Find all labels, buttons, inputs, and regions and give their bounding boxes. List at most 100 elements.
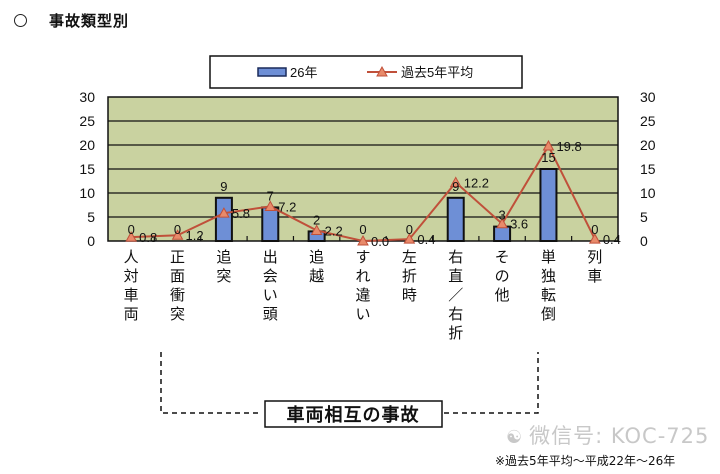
- bar-value-label: 15: [541, 150, 555, 165]
- x-category-label: 直: [448, 267, 463, 285]
- y-tick-left: 10: [79, 185, 95, 201]
- y-tick-right: 30: [640, 89, 656, 105]
- line-value-label: 5.8: [232, 206, 250, 221]
- legend-bar-label: 26年: [290, 65, 317, 80]
- triangle-marker-icon: [264, 200, 277, 211]
- bar-value-label: 9: [452, 179, 459, 194]
- watermark: ☯ 微信号: KOC-725: [506, 424, 710, 448]
- line-value-label: 12.2: [464, 175, 489, 190]
- chart-title-text: 事故類型別: [49, 12, 130, 30]
- x-category-label: い: [263, 286, 278, 304]
- x-category-label: 違: [355, 286, 370, 304]
- x-category-label: の: [495, 267, 510, 285]
- line-value-label: 3.6: [510, 217, 528, 232]
- line-value-label: 0.8: [139, 230, 157, 245]
- x-category-label: 突: [170, 305, 185, 323]
- triangle-marker-icon: [403, 233, 416, 244]
- legend-bar-swatch: [257, 67, 287, 77]
- bar: [493, 225, 512, 243]
- bar-value-label: 0: [128, 222, 135, 237]
- triangle-marker-icon: [218, 207, 230, 218]
- x-category-label: 両: [124, 305, 139, 323]
- bar: [539, 168, 558, 242]
- line-series-5yr-avg: [125, 139, 601, 246]
- x-category-label: れ: [355, 267, 370, 285]
- triangle-marker-icon: [171, 229, 184, 240]
- x-category-label: 倒: [541, 305, 556, 323]
- line-value-label: 1.2: [186, 228, 204, 243]
- bar-value-label: 0: [591, 222, 598, 237]
- x-category-label: い: [355, 305, 370, 323]
- x-category-label: 独: [541, 267, 556, 285]
- legend: 26年 過去5年平均: [209, 55, 523, 89]
- x-category-label: 越: [309, 267, 324, 285]
- x-category-label: 車: [587, 267, 602, 285]
- bar-value-label: 3: [498, 208, 505, 223]
- y-axis-right: 0 5 10 15 20 25 30: [640, 89, 656, 249]
- y-tick-right: 15: [640, 161, 656, 177]
- footnote: ※過去5年平均～平成22年～26年: [495, 454, 676, 468]
- triangle-marker-icon: [125, 231, 138, 242]
- x-category-label: 会: [263, 267, 278, 285]
- x-category-label: 左: [402, 248, 417, 266]
- bar: [446, 196, 465, 243]
- legend-line-label: 過去5年平均: [401, 65, 473, 80]
- x-category-label: 衝: [170, 286, 185, 304]
- x-category-label: 時: [402, 286, 417, 304]
- line-value-label: 0.0: [371, 234, 389, 249]
- y-tick-left: 15: [79, 161, 95, 177]
- y-tick-left: 5: [87, 209, 95, 225]
- x-category-label: 転: [541, 286, 556, 304]
- legend-triangle-marker-icon: [376, 65, 388, 77]
- y-tick-left: 25: [79, 113, 95, 129]
- bar-series-26: [214, 168, 558, 243]
- x-category-label: 突: [216, 267, 231, 285]
- x-category-label: 頭: [263, 305, 278, 323]
- bar-value-label: 0: [174, 222, 181, 237]
- y-tick-right: 25: [640, 113, 656, 129]
- chart-title: 事故類型別: [14, 10, 129, 31]
- triangle-marker-icon: [496, 217, 508, 229]
- y-tick-right: 5: [640, 209, 648, 225]
- x-category-label: 列: [587, 248, 602, 266]
- group-label: 車両相互の事故: [287, 404, 420, 426]
- y-tick-left: 0: [87, 233, 95, 249]
- x-category-label: 追: [216, 248, 231, 266]
- x-category-label: 右: [448, 305, 463, 323]
- line-value-label: 2.2: [325, 223, 343, 238]
- bar-value-label: 2: [313, 212, 320, 227]
- line-value-label: 0.4: [417, 232, 435, 247]
- x-category-label: 人: [124, 248, 139, 266]
- bar: [261, 206, 280, 242]
- y-tick-right: 20: [640, 137, 656, 153]
- x-category-label: 折: [448, 324, 463, 342]
- x-category-label: 折: [402, 267, 417, 285]
- bar-value-label: 9: [220, 179, 227, 194]
- x-category-label: 面: [170, 267, 185, 285]
- x-category-label: 対: [124, 267, 139, 285]
- data-labels: 0 0 9 7 2 0 0 9 3 15 0 0.8 1.2 5.8 7.2 2.2 0.0 0.4 12.2 3.6…: [128, 139, 621, 249]
- line-value-label: 19.8: [556, 139, 581, 154]
- x-category-label: 出: [263, 248, 278, 266]
- y-tick-left: 30: [79, 89, 95, 105]
- y-tick-right: 10: [640, 185, 656, 201]
- group-bracket: 車両相互の事故: [160, 352, 539, 428]
- bar-value-label: 7: [267, 188, 274, 203]
- triangle-marker-icon: [588, 233, 601, 244]
- x-category-label: ／: [448, 286, 463, 304]
- circle-bullet-icon: [14, 14, 27, 27]
- line-value-label: 0.4: [603, 232, 621, 247]
- gridlines: [108, 120, 618, 241]
- x-category-label: 追: [309, 248, 324, 266]
- x-category-label: 他: [495, 286, 510, 304]
- x-category-label: そ: [495, 248, 510, 266]
- y-axis-left: 0 5 10 15 20 25 30: [79, 89, 95, 249]
- y-tick-left: 20: [79, 137, 95, 153]
- wechat-icon: ☯: [506, 427, 524, 448]
- triangle-marker-icon: [357, 234, 369, 246]
- triangle-marker-icon: [449, 176, 462, 187]
- triangle-marker-icon: [310, 224, 323, 235]
- x-category-label: 車: [124, 286, 139, 304]
